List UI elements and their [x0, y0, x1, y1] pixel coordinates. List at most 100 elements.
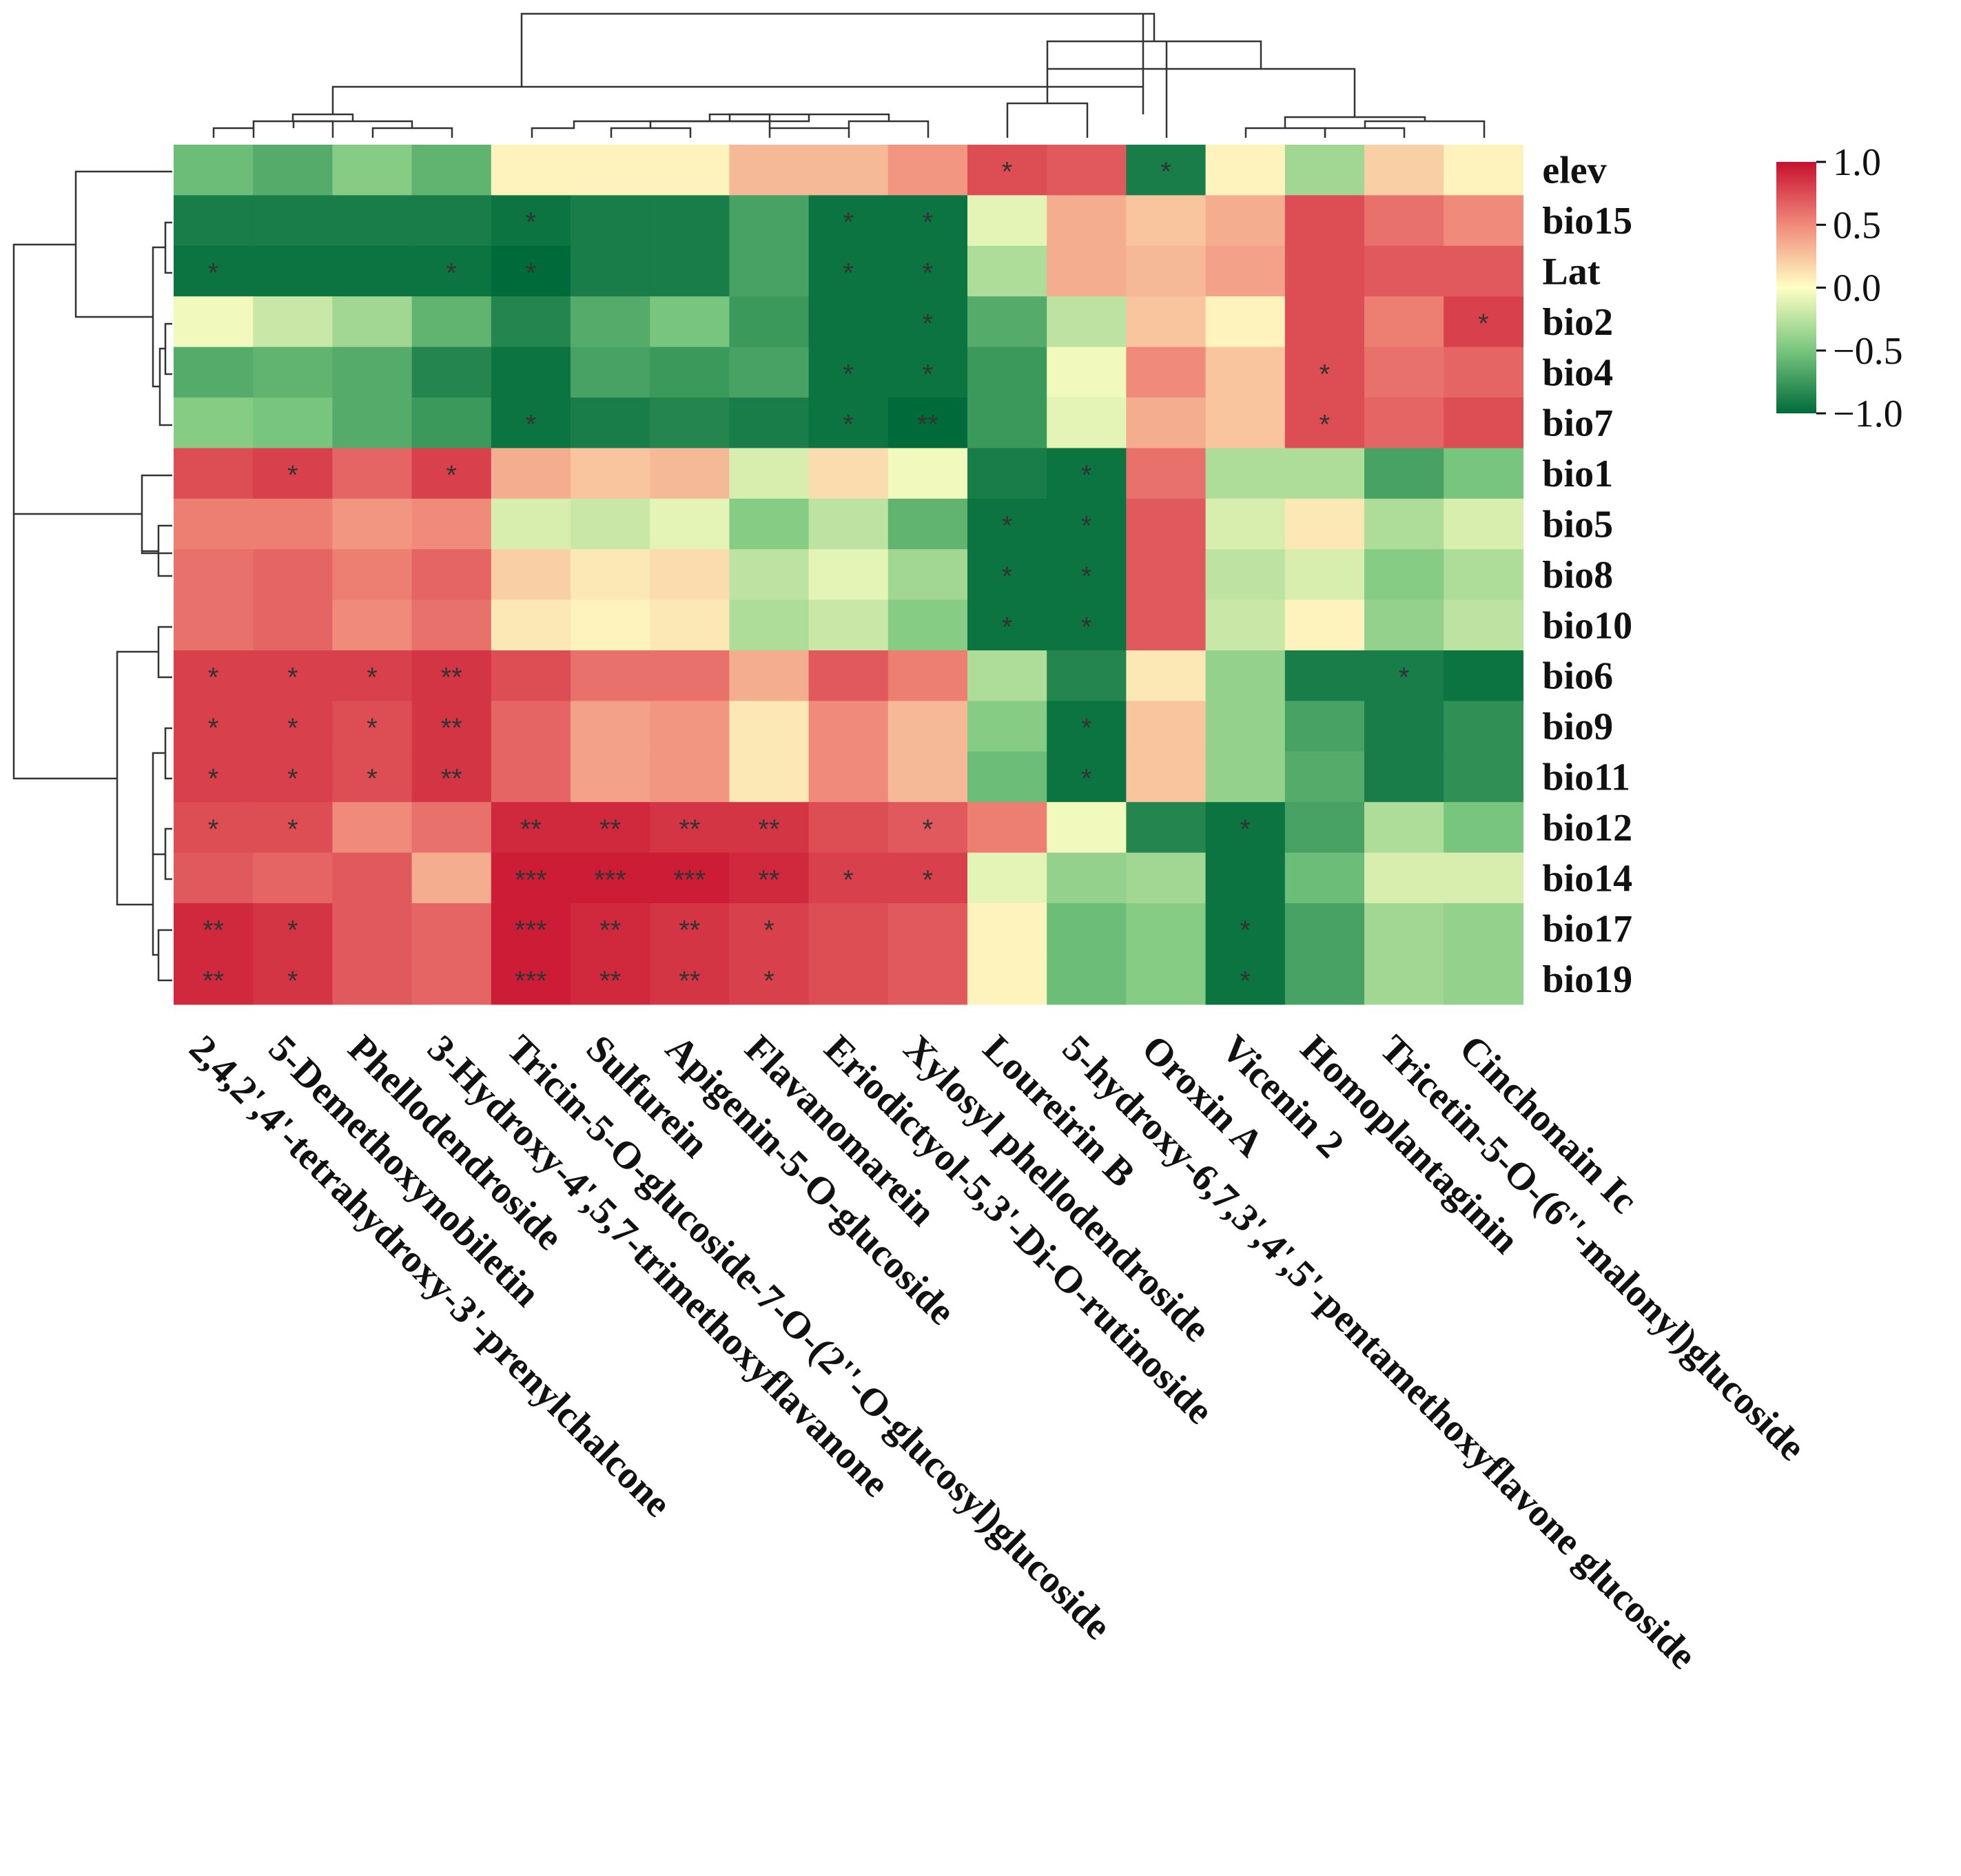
heatmap-cell — [491, 549, 571, 601]
heatmap-cell — [332, 903, 413, 954]
heatmap-cell — [491, 701, 571, 752]
heatmap-cell — [1444, 599, 1523, 651]
heatmap-cell — [1205, 347, 1286, 398]
heatmap-cell — [571, 701, 650, 752]
heatmap-cell — [491, 852, 571, 904]
heatmap-cell — [332, 296, 413, 348]
heatmap-cell — [1444, 195, 1523, 247]
heatmap-cell — [571, 599, 650, 651]
heatmap-cell — [571, 245, 650, 297]
significance-mark: * — [1002, 612, 1013, 642]
heatmap-cell — [174, 903, 254, 954]
heatmap-cell — [650, 903, 730, 954]
heatmap-cell — [1126, 852, 1207, 904]
heatmap-cell — [253, 650, 333, 701]
row-labels: elev bio15 Lat bio2 bio4 bio7 bio1 bio5 bio8 bio1… — [1542, 150, 1632, 1001]
heatmap-cell — [887, 195, 968, 247]
row-label: bio15 — [1542, 200, 1632, 243]
heatmap-cell — [1444, 296, 1523, 348]
row-label: bio11 — [1542, 756, 1630, 799]
heatmap-cell — [1444, 498, 1523, 550]
heatmap-cell — [1205, 852, 1286, 904]
heatmap-cell — [1205, 195, 1286, 247]
heatmap-cell — [411, 296, 492, 348]
significance-mark: * — [923, 258, 934, 289]
significance-mark: * — [1081, 460, 1092, 491]
heatmap-cell — [491, 751, 571, 803]
significance-mark: ** — [203, 966, 224, 996]
heatmap-cell — [729, 498, 810, 550]
row-label: bio5 — [1542, 504, 1613, 546]
heatmap-cell — [887, 751, 968, 803]
heatmap-cell — [808, 448, 889, 499]
heatmap-cell — [887, 448, 968, 499]
heatmap-cell — [1444, 347, 1523, 398]
colorbar-tick-label: 1.0 — [1833, 141, 1881, 184]
heatmap-cell — [887, 498, 968, 550]
heatmap-cell — [729, 145, 810, 196]
row-label: bio8 — [1542, 554, 1613, 597]
heatmap-cell — [887, 245, 968, 297]
heatmap-cell — [253, 245, 333, 297]
heatmap-cell — [1047, 751, 1127, 803]
heatmap-cell — [1047, 954, 1127, 1005]
heatmap-cell — [411, 145, 492, 196]
heatmap-cell — [1284, 954, 1365, 1005]
row-label: bio4 — [1542, 351, 1613, 394]
heatmap-cell — [1284, 448, 1365, 499]
heatmap-cell — [1364, 498, 1444, 550]
row-label: bio12 — [1542, 807, 1632, 849]
heatmap-cell — [571, 954, 650, 1005]
significance-mark: * — [763, 916, 774, 946]
heatmap-cell — [571, 549, 650, 601]
heatmap-cell — [411, 954, 492, 1005]
heatmap-cell — [571, 852, 650, 904]
heatmap-cell — [174, 701, 254, 752]
heatmap-cell — [491, 195, 571, 247]
heatmap-cell — [1126, 650, 1207, 701]
significance-mark: * — [1002, 561, 1013, 592]
heatmap-cell — [650, 498, 730, 550]
heatmap-cell — [729, 398, 810, 449]
heatmap-cell — [174, 195, 254, 247]
heatmap-cell — [491, 145, 571, 196]
heatmap-cell — [411, 398, 492, 449]
heatmap-cell — [1205, 296, 1286, 348]
significance-mark: * — [1320, 359, 1331, 389]
row-label: bio7 — [1542, 402, 1613, 445]
row-label: bio14 — [1542, 857, 1632, 900]
row-label: Lat — [1542, 251, 1600, 293]
heatmap-cell — [332, 751, 413, 803]
heatmap-cell — [808, 398, 889, 449]
heatmap-cell — [967, 650, 1047, 701]
significance-mark: * — [843, 410, 854, 440]
heatmap-cell — [332, 599, 413, 651]
heatmap-cell — [650, 852, 730, 904]
heatmap-cell — [1047, 852, 1127, 904]
significance-mark: ** — [679, 966, 700, 996]
significance-mark: * — [1002, 511, 1013, 542]
significance-mark: * — [446, 460, 457, 491]
heatmap-cell — [967, 195, 1047, 247]
colorbar-tick-label: −1.0 — [1833, 393, 1903, 435]
heatmap-cell — [1205, 448, 1286, 499]
heatmap-cell — [1284, 751, 1365, 803]
heatmap-cell — [1444, 701, 1523, 752]
heatmap-cell — [571, 751, 650, 803]
heatmap-cell — [887, 852, 968, 904]
heatmap-cell — [1364, 701, 1444, 752]
heatmap-cell — [1284, 903, 1365, 954]
heatmap-cell — [1284, 599, 1365, 651]
heatmap-cell — [491, 347, 571, 398]
significance-mark: *** — [515, 865, 547, 895]
significance-mark: * — [208, 663, 219, 693]
heatmap-cell — [1047, 145, 1127, 196]
heatmap-cell — [1444, 802, 1523, 854]
row-label: bio9 — [1542, 705, 1613, 748]
heatmap-cell — [967, 296, 1047, 348]
significance-mark: * — [287, 663, 298, 693]
heatmap-cell — [808, 347, 889, 398]
heatmap-cell — [253, 195, 333, 247]
heatmap-cell — [332, 701, 413, 752]
heatmap-cell — [332, 498, 413, 550]
